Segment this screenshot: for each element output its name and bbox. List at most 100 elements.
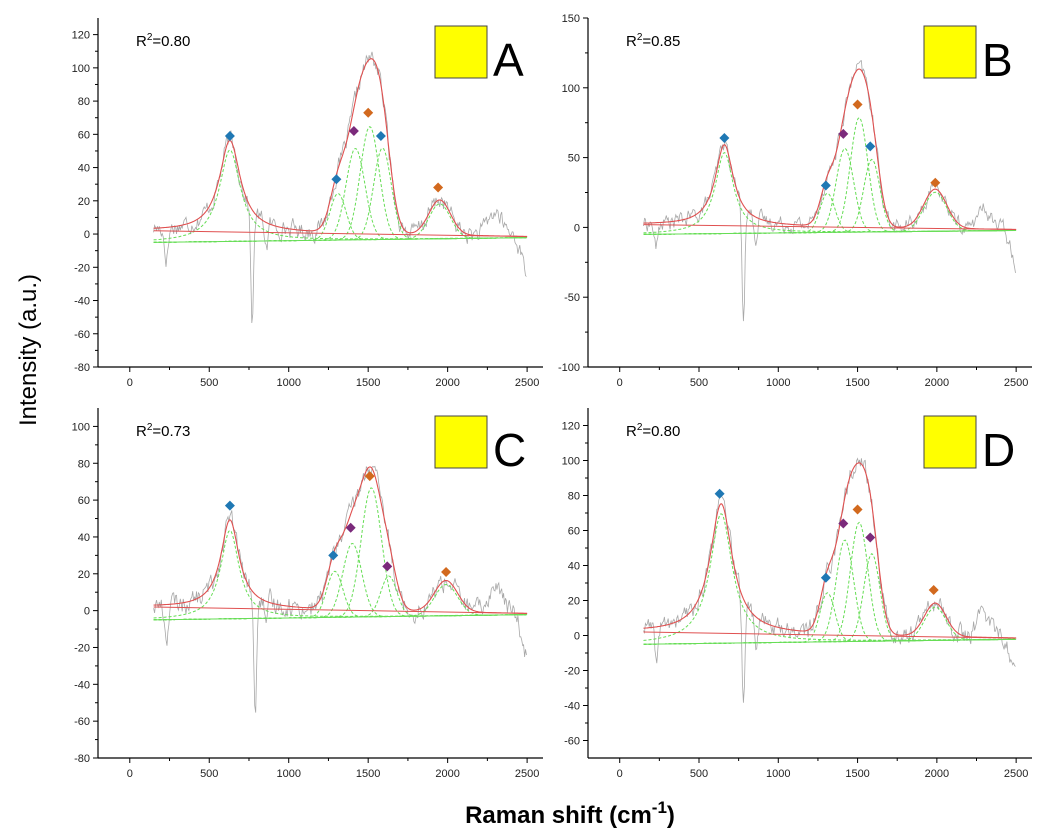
component-baseline <box>153 614 528 621</box>
y-tick-label: 60 <box>78 495 90 507</box>
cumulative-fit-line <box>153 466 528 614</box>
raw-spectrum-line <box>643 60 1016 322</box>
y-tick-label: -60 <box>74 329 90 341</box>
peak-marker-purple <box>865 532 876 543</box>
panel-letter: B <box>982 34 1013 86</box>
fit-baseline <box>643 631 1017 639</box>
peak-marker-orange <box>852 504 863 515</box>
peak-marker-blue <box>328 550 339 561</box>
peak-marker-blue <box>865 141 876 152</box>
fit-baseline <box>153 606 528 614</box>
r2-label: R2=0.85 <box>626 32 680 50</box>
y-tick-label: -80 <box>74 362 90 374</box>
y-tick-label: 0 <box>574 222 580 234</box>
x-tick-label: 500 <box>690 768 708 780</box>
cumulative-fit-line <box>643 68 1017 230</box>
y-tick-label: 40 <box>78 532 90 544</box>
y-tick-label: 80 <box>78 96 90 108</box>
y-tick-label: 100 <box>562 456 580 468</box>
x-tick-label: 2000 <box>925 768 949 780</box>
peak-marker-purple <box>348 126 359 137</box>
x-tick-label: 500 <box>200 768 218 780</box>
x-tick-label: 2000 <box>435 377 459 389</box>
peak-marker-purple <box>382 561 393 572</box>
peak-marker-blue <box>820 572 831 583</box>
y-tick-label: -50 <box>564 292 580 304</box>
peak-marker-blue <box>331 174 342 185</box>
peak-marker-blue <box>224 500 235 511</box>
y-tick-label: 60 <box>568 526 580 538</box>
panel-letter: D <box>982 424 1015 476</box>
peak-marker-purple <box>838 128 849 139</box>
peak-marker-blue <box>714 488 725 499</box>
y-axis-label: Intensity (a.u.) <box>15 274 42 426</box>
component-curve <box>153 529 527 619</box>
peak-marker-orange <box>363 107 374 118</box>
y-tick-label: 20 <box>78 569 90 581</box>
raw-spectrum-line <box>153 51 527 324</box>
y-tick-label: -60 <box>74 716 90 728</box>
x-tick-label: 2500 <box>515 768 539 780</box>
component-baseline <box>643 229 1017 235</box>
y-tick-label: 20 <box>568 596 580 608</box>
y-tick-label: 60 <box>78 129 90 141</box>
y-tick-label: -20 <box>74 262 90 274</box>
r2-label: R2=0.80 <box>136 32 190 50</box>
y-tick-label: -20 <box>74 642 90 654</box>
peak-marker-purple <box>838 518 849 529</box>
x-tick-label: 0 <box>127 768 133 780</box>
raw-spectrum-line <box>643 457 1016 703</box>
y-tick-label: 100 <box>72 421 90 433</box>
x-tick-label: 1500 <box>845 377 869 389</box>
raw-spectrum-line <box>153 465 527 713</box>
legend-color-box <box>434 415 488 469</box>
component-baseline <box>643 638 1017 645</box>
peak-marker-blue <box>820 180 831 191</box>
x-tick-label: 0 <box>617 377 623 389</box>
y-tick-label: 20 <box>78 196 90 208</box>
y-tick-label: -40 <box>564 701 580 713</box>
panel-letter: A <box>493 34 524 86</box>
component-baseline <box>153 237 528 243</box>
component-curve <box>643 147 1016 235</box>
y-tick-label: 100 <box>72 63 90 75</box>
y-tick-label: 120 <box>562 421 580 433</box>
peak-marker-purple <box>345 522 356 533</box>
peak-marker-blue <box>224 130 235 141</box>
legend-color-box <box>434 25 488 79</box>
x-tick-label: 500 <box>690 377 708 389</box>
x-tick-label: 1000 <box>766 768 790 780</box>
panel-a: -80 -60 -40 -20 0 20 40 60 80 100 120 0 500 1000 1500 2… <box>72 18 543 389</box>
x-tick-label: 0 <box>127 377 133 389</box>
y-tick-label: -100 <box>558 362 580 374</box>
legend-color-box <box>923 25 977 79</box>
component-curve <box>643 151 1016 234</box>
peak-marker-blue <box>375 130 386 141</box>
peak-marker-orange <box>928 585 939 595</box>
peak-marker-blue <box>719 133 730 144</box>
x-tick-label: 2500 <box>1004 377 1028 389</box>
r2-label: R2=0.73 <box>136 422 190 440</box>
y-tick-label: 50 <box>568 153 580 165</box>
cumulative-fit-line <box>643 462 1017 639</box>
x-tick-label: 0 <box>617 768 623 780</box>
y-tick-label: 80 <box>78 458 90 470</box>
x-axis-label: Raman shift (cm-1) <box>465 798 675 829</box>
x-tick-label: 2500 <box>515 377 539 389</box>
y-tick-label: 40 <box>78 163 90 175</box>
x-tick-label: 1000 <box>276 377 300 389</box>
y-tick-label: -40 <box>74 296 90 308</box>
legend-color-box <box>923 415 977 469</box>
y-tick-label: 0 <box>84 606 90 618</box>
x-tick-label: 1000 <box>766 377 790 389</box>
component-curve <box>153 149 527 241</box>
x-tick-label: 1500 <box>356 377 380 389</box>
component-curve <box>153 125 527 243</box>
y-tick-label: 150 <box>562 13 580 25</box>
component-curve <box>643 553 1016 645</box>
fit-baseline <box>643 224 1017 231</box>
